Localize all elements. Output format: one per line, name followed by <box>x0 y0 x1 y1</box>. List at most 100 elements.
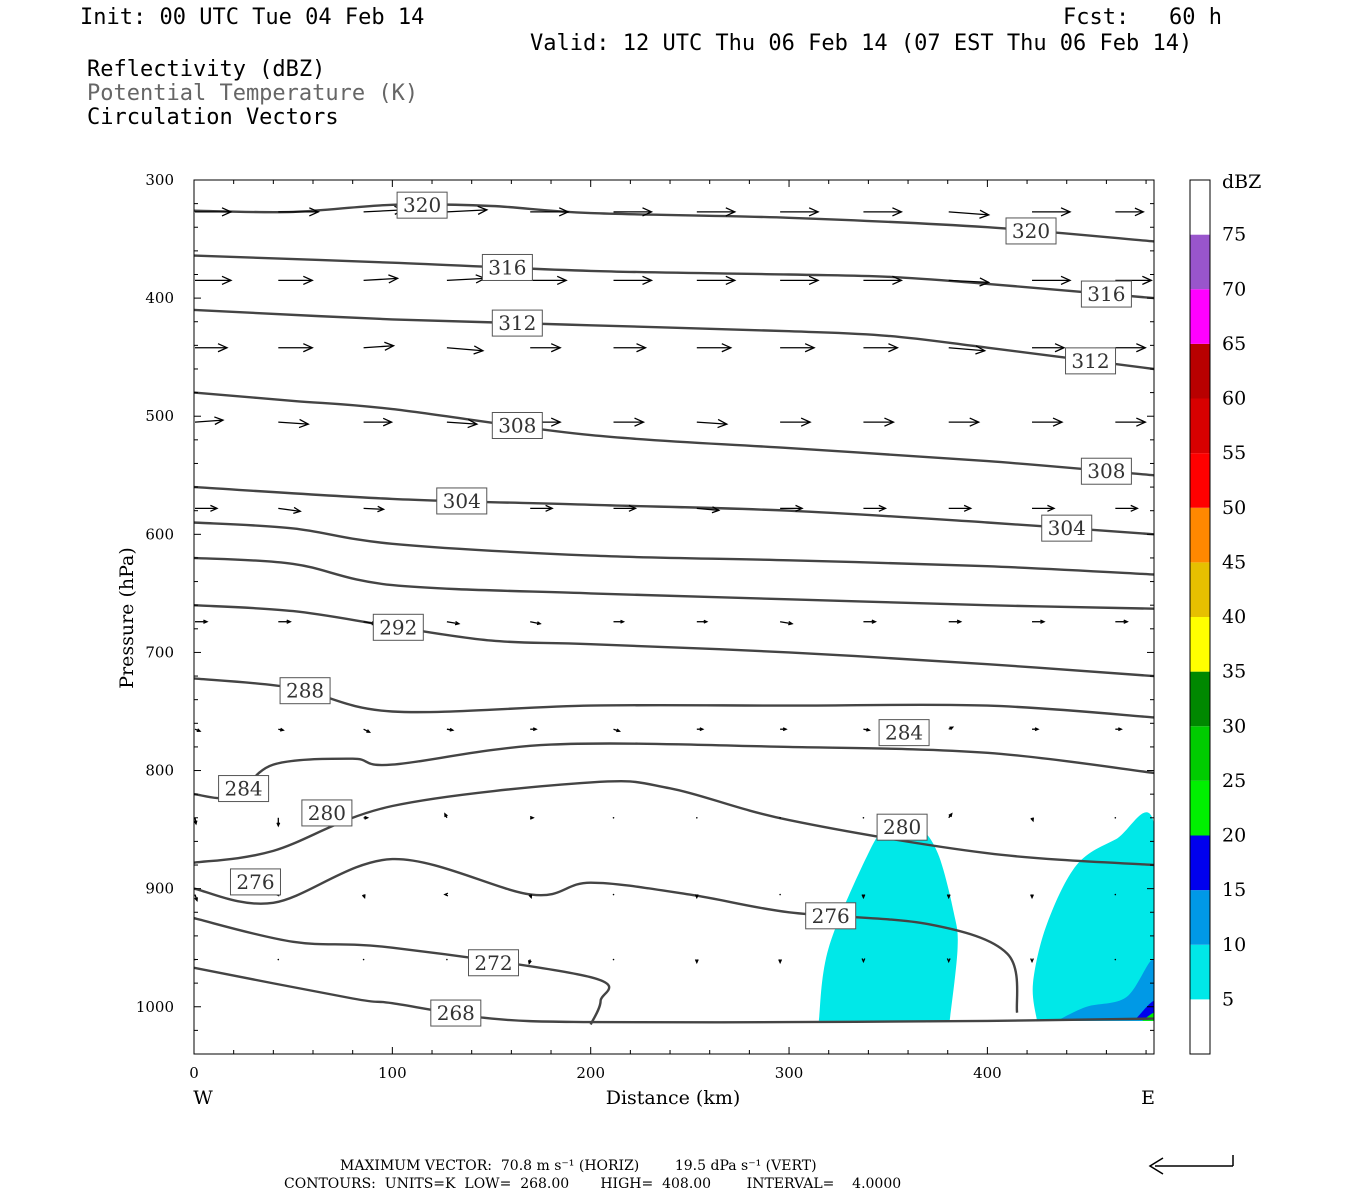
contour-label-280: 280 <box>883 815 921 839</box>
circulation-vector <box>948 345 987 355</box>
contour-label-312: 312 <box>498 311 536 335</box>
circulation-vector <box>1030 958 1034 964</box>
circulation-vector <box>780 417 812 427</box>
field-vectors: Circulation Vectors <box>87 105 339 130</box>
circulation-vector <box>530 275 568 286</box>
contour-label-268: 268 <box>437 1001 475 1025</box>
circulation-vector <box>444 812 448 819</box>
circulation-vector <box>195 275 233 286</box>
circulation-vector <box>861 958 866 964</box>
colorbar-label: 75 <box>1222 224 1246 246</box>
circulation-vector <box>1030 817 1035 823</box>
circulation-vector <box>863 417 896 427</box>
colorbar-swatch <box>1190 289 1210 344</box>
circulation-vector <box>696 506 721 514</box>
colorbar-swatch <box>1190 671 1210 727</box>
circulation-vector <box>948 812 953 819</box>
circulation-vector <box>195 504 219 512</box>
circulation-vector <box>1030 894 1034 900</box>
circulation-vector <box>363 815 370 820</box>
circulation-vector <box>696 207 737 217</box>
circulation-vector <box>696 418 729 429</box>
circulation-vector <box>278 619 292 624</box>
circulation-vector <box>1114 816 1117 819</box>
circulation-vector <box>278 207 320 217</box>
contour-label-272: 272 <box>474 951 512 975</box>
contour-label-304: 304 <box>443 489 481 513</box>
circulation-vector <box>530 727 538 732</box>
circulation-vector <box>696 343 733 353</box>
circulation-vector <box>694 959 699 965</box>
circulation-vector <box>1032 207 1072 217</box>
circulation-vector <box>530 343 562 353</box>
theta-contour-296 <box>194 556 1154 610</box>
contour-label-box <box>878 719 930 747</box>
circulation-vector <box>195 343 229 353</box>
contour-label-box <box>1005 217 1057 245</box>
colorbar-swatch <box>1190 398 1210 454</box>
circulation-vector <box>363 505 386 513</box>
theta-contour-308 <box>194 391 1154 477</box>
circulation-vector <box>361 894 366 900</box>
circulation-vector <box>780 343 816 353</box>
contour-label-316: 316 <box>488 255 526 279</box>
contour-label-box <box>468 949 520 977</box>
circulation-vector <box>446 620 461 626</box>
circulation-vector <box>863 727 871 732</box>
contour-label-box <box>436 487 488 515</box>
theta-contour-284 <box>194 742 1154 800</box>
x-axis-title: Distance (km) <box>606 1087 741 1109</box>
contour-info-note: CONTOURS: UNITS=K LOW= 268.00 HIGH= 408.… <box>284 1176 902 1192</box>
circulation-vector <box>194 894 198 903</box>
circulation-vector <box>863 343 900 353</box>
colorbar-label: 25 <box>1222 770 1246 792</box>
colorbar-label: 65 <box>1222 333 1246 355</box>
theta-contour-layer <box>194 203 1154 1026</box>
circulation-vector <box>362 958 365 961</box>
circulation-vector <box>446 727 455 732</box>
circulation-vector <box>696 816 698 819</box>
y-tick-label: 600 <box>145 525 174 543</box>
circulation-vector <box>1032 504 1056 512</box>
contour-label-box <box>481 253 533 281</box>
circulation-vector-layer <box>194 205 1153 966</box>
theta-contour-288 <box>194 677 1154 719</box>
theta-contour-300 <box>194 521 1154 576</box>
circulation-vector <box>613 728 622 733</box>
circulation-vector <box>612 816 615 819</box>
colorbar-label: 35 <box>1222 661 1246 683</box>
contour-label-292: 292 <box>379 615 417 639</box>
circulation-vector <box>446 958 448 961</box>
circulation-vector <box>779 816 781 819</box>
circulation-vector <box>779 893 781 896</box>
circulation-vector <box>194 728 202 732</box>
contour-label-284: 284 <box>224 777 262 801</box>
contour-label-308: 308 <box>1087 459 1125 483</box>
circulation-vector <box>446 345 485 355</box>
contour-label-box <box>229 868 281 896</box>
y-tick-label: 500 <box>145 407 174 425</box>
circulation-vector <box>948 417 981 427</box>
colorbar-swatch <box>1190 726 1210 781</box>
circulation-vector <box>1032 619 1046 624</box>
circulation-vector <box>1032 417 1064 427</box>
circulation-vector <box>195 619 209 624</box>
contour-label-box <box>1041 514 1093 542</box>
contour-label-box <box>279 677 331 705</box>
circulation-vector <box>1115 417 1147 427</box>
circulation-vector <box>612 958 615 961</box>
contour-label-box <box>301 799 353 827</box>
reflectivity-region-15dbz <box>1136 1000 1154 1019</box>
circulation-vector <box>1115 619 1129 624</box>
circulation-vector <box>862 816 865 819</box>
colorbar-frame <box>1189 179 1211 1055</box>
colorbar-label: 40 <box>1222 606 1246 628</box>
contour-label-320: 320 <box>1012 219 1050 243</box>
circulation-vector <box>1115 207 1145 217</box>
circulation-vector <box>278 343 314 353</box>
circulation-vector <box>363 417 394 427</box>
circulation-vector <box>1114 893 1117 896</box>
colorbar-label: 10 <box>1222 934 1246 956</box>
colorbar-label: 20 <box>1222 825 1246 847</box>
circulation-vector <box>278 506 302 515</box>
